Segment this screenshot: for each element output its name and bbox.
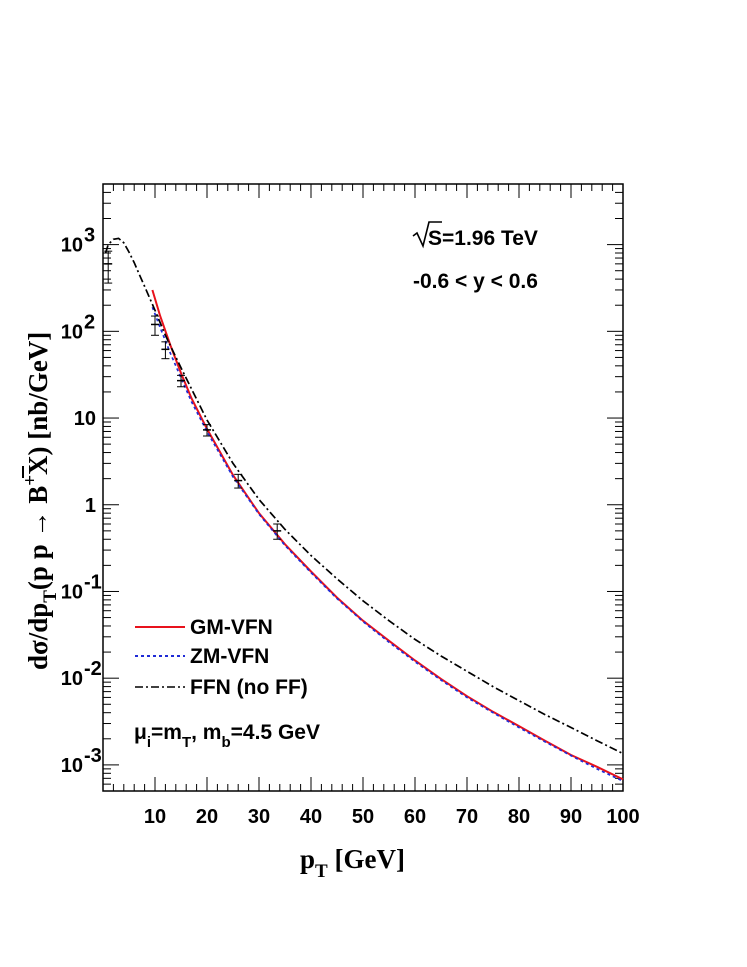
y-axis-label-rest: (p p → B [23,486,53,590]
x-tick-label: 90 [560,806,582,828]
legend: GM-VFN ZM-VFN FFN (no FF) [135,616,308,699]
x-tick-label: 50 [352,806,374,828]
y-tick-exponent: -1 [84,571,102,593]
legend-label-gm-vfn: GM-VFN [190,616,273,639]
scale-eq: =m [151,721,182,744]
svg-text:S=1.96 TeV: S=1.96 TeV [428,227,538,250]
energy-symbol: S [428,227,442,250]
scale-annotation: μi=mT, mb=4.5 GeV [134,721,320,751]
x-axis-title: pT [GeV] [300,844,405,882]
data-points [104,250,282,540]
y-tick-label: 10 [61,321,83,343]
series-line-ffn-no-ff [104,237,624,755]
series-line-gm-vfn [151,289,624,781]
x-tick-label: 10 [144,806,166,828]
y-tick-exponent: 2 [84,311,95,333]
x-tick-label: 100 [606,806,639,828]
plot-frame [102,183,624,792]
mu-symbol: μ [134,721,147,744]
mu-sub: i [147,734,151,751]
x-axis-label: p [300,844,315,874]
mt-sub: T [182,734,191,751]
y-axis-label-tail: X) [nb/GeV] [23,332,53,475]
legend-label-ffn: FFN (no FF) [190,676,308,699]
rapidity-annotation: -0.6 < y < 0.6 [413,270,538,293]
x-tick-label: 60 [404,806,426,828]
x-axis-label-sub: T [315,861,328,882]
y-tick-label: 10 [61,755,83,777]
y-tick-label: 1 [85,495,96,517]
y-tick-exponent: -3 [84,745,102,767]
axis-ticks [103,183,624,792]
series-curves [104,237,624,782]
y-tick-label: 10 [61,235,83,257]
x-tick-label: 70 [456,806,478,828]
y-tick-label: 10 [61,668,83,690]
y-tick-exponent: -2 [84,658,102,680]
x-axis-label-unit: [GeV] [328,844,405,874]
y-axis-label-sub: T [40,590,61,603]
scale-mb: , m [191,721,221,744]
x-tick-label: 40 [300,806,322,828]
y-axis-title: dσ/dpT(p p → B+X) [nb/GeV] [20,332,61,670]
x-tick-label: 20 [196,806,218,828]
y-tick-label: 10 [74,408,96,430]
energy-value: =1.96 TeV [442,227,538,250]
series-line-zm-vfn [151,306,624,782]
y-axis-label: dσ/dp [23,603,53,670]
sqrt-symbol [412,221,442,249]
y-tick-label: 10 [61,581,83,603]
y-tick-exponent: 3 [84,225,95,247]
scale-mb-val: =4.5 GeV [231,721,320,744]
energy-annotation: S=1.96 TeV [412,221,538,250]
y-axis-label-sup: + [20,475,41,486]
legend-label-zm-vfn: ZM-VFN [190,645,269,668]
mb-sub: b [221,734,230,751]
x-tick-label: 80 [508,806,530,828]
x-tick-label: 30 [248,806,270,828]
x-tick-labels: 10 20 30 40 50 60 70 80 90 100 [144,806,640,828]
